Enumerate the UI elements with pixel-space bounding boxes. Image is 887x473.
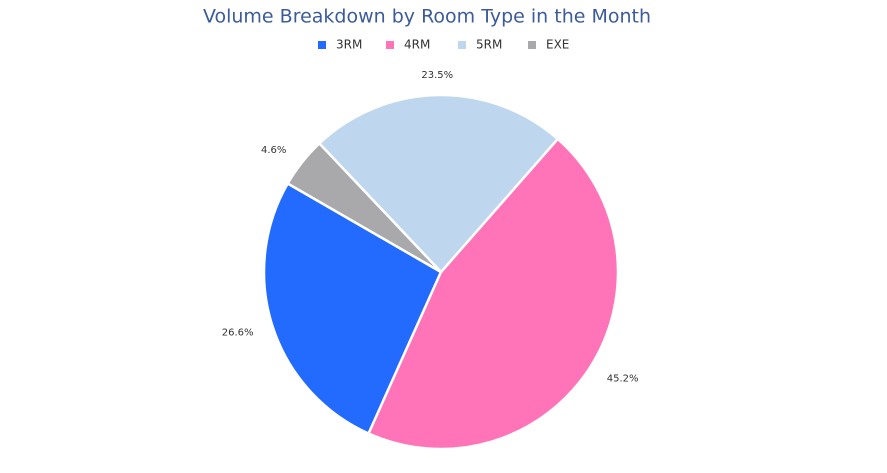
legend-swatch [458,41,466,49]
chart-title: Volume Breakdown by Room Type in the Mon… [203,6,651,28]
pie-slice [366,137,620,451]
legend: 3RM 4RM 5RM EXE [318,38,569,52]
legend-label: 5RM [476,38,502,52]
legend-label: 3RM [336,38,362,52]
pie-slice [317,93,560,274]
legend-label: 4RM [404,38,430,52]
legend-swatch [386,41,394,49]
legend-swatch [528,41,536,49]
data-label: 23.5% [421,70,453,81]
pie-slice [262,181,443,436]
data-label: 26.6% [222,328,254,339]
pie-slice [286,141,442,274]
data-label: 45.2% [607,373,639,384]
legend-label: EXE [546,38,569,52]
data-label: 4.6% [261,145,286,156]
legend-swatch [318,41,326,49]
pie: 26.6% 45.2% 23.5% 4.6% [222,70,639,451]
